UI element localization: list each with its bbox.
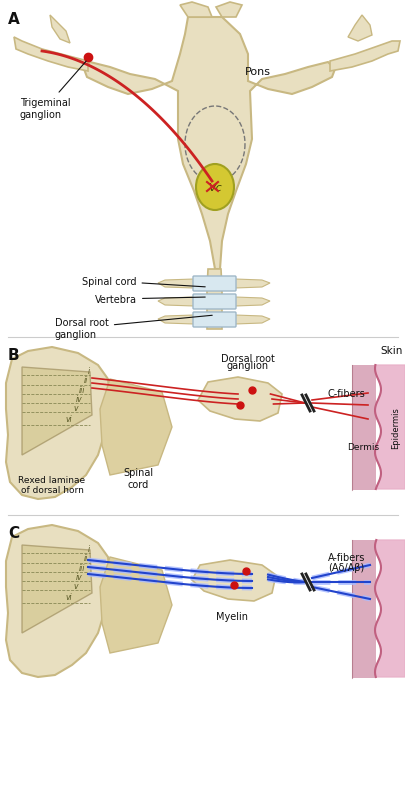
Text: Rexed laminae
of dorsal horn: Rexed laminae of dorsal horn <box>18 476 85 495</box>
FancyBboxPatch shape <box>351 541 375 678</box>
Polygon shape <box>158 316 194 325</box>
Ellipse shape <box>196 164 233 211</box>
Text: A: A <box>8 12 20 27</box>
Polygon shape <box>215 3 241 18</box>
Text: iii: iii <box>79 386 85 395</box>
Polygon shape <box>158 280 194 289</box>
Polygon shape <box>347 16 371 42</box>
Polygon shape <box>22 545 92 634</box>
Polygon shape <box>374 366 404 489</box>
Text: Skin: Skin <box>380 346 402 355</box>
Polygon shape <box>179 3 211 18</box>
Polygon shape <box>329 42 399 72</box>
Text: Dorsal root
ganglion: Dorsal root ganglion <box>55 316 212 339</box>
Text: A-fibers: A-fibers <box>327 553 364 562</box>
Polygon shape <box>234 298 269 306</box>
Text: Myelin: Myelin <box>215 611 247 622</box>
Polygon shape <box>158 298 194 306</box>
Text: B: B <box>8 347 19 363</box>
Polygon shape <box>50 16 70 44</box>
Text: iii: iii <box>79 564 85 573</box>
Polygon shape <box>192 561 275 602</box>
Polygon shape <box>207 269 222 330</box>
Polygon shape <box>6 347 110 500</box>
Text: Spinal
cord: Spinal cord <box>123 468 153 489</box>
Polygon shape <box>22 367 92 456</box>
Text: Dermis: Dermis <box>346 443 378 452</box>
Text: Pons: Pons <box>244 67 270 77</box>
FancyBboxPatch shape <box>192 277 235 292</box>
Text: C-fibers: C-fibers <box>327 388 365 399</box>
Polygon shape <box>234 280 269 289</box>
Polygon shape <box>6 525 110 677</box>
Text: iv: iv <box>75 395 82 404</box>
Polygon shape <box>374 541 404 677</box>
Text: vi: vi <box>65 415 72 424</box>
Text: Vertebra: Vertebra <box>95 294 205 305</box>
Polygon shape <box>84 18 334 269</box>
Text: i: i <box>87 367 90 376</box>
Text: vi: vi <box>65 593 72 602</box>
Text: Trigeminal
ganglion: Trigeminal ganglion <box>20 62 86 119</box>
FancyBboxPatch shape <box>192 294 235 310</box>
Text: i: i <box>87 545 90 554</box>
Text: ganglion: ganglion <box>226 361 269 371</box>
Text: v: v <box>73 404 78 413</box>
Text: Spinal cord: Spinal cord <box>82 277 205 287</box>
Text: Dorsal root: Dorsal root <box>220 354 274 363</box>
Text: (Aδ/Aβ): (Aδ/Aβ) <box>327 562 363 573</box>
FancyBboxPatch shape <box>192 313 235 327</box>
Text: C: C <box>8 525 19 541</box>
Polygon shape <box>100 379 172 476</box>
Text: iv: iv <box>75 573 82 581</box>
Polygon shape <box>234 316 269 325</box>
Text: ii: ii <box>83 554 88 563</box>
Text: v: v <box>73 581 78 591</box>
Text: Vc: Vc <box>208 183 221 192</box>
Polygon shape <box>198 378 281 422</box>
Text: ii: ii <box>83 376 88 385</box>
Polygon shape <box>100 557 172 653</box>
Polygon shape <box>14 38 88 72</box>
Text: Epidermis: Epidermis <box>390 407 399 448</box>
FancyBboxPatch shape <box>351 366 375 490</box>
